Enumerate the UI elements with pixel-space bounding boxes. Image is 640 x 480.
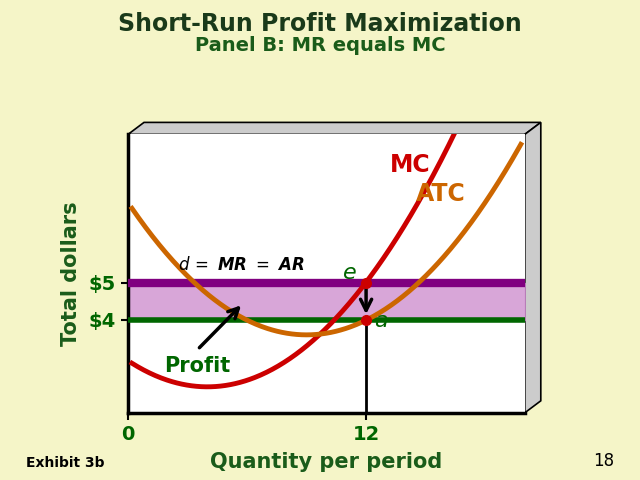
Text: ATC: ATC xyxy=(416,182,465,206)
X-axis label: Quantity per period: Quantity per period xyxy=(211,452,442,472)
Text: Panel B: MR equals MC: Panel B: MR equals MC xyxy=(195,36,445,55)
Y-axis label: Total dollars: Total dollars xyxy=(61,201,81,346)
Text: $d\,=$ MR $=$ AR: $d\,=$ MR $=$ AR xyxy=(178,256,305,274)
Text: Profit: Profit xyxy=(164,356,230,376)
Text: 18: 18 xyxy=(593,452,614,470)
Text: $e$: $e$ xyxy=(342,263,357,283)
Text: $a$: $a$ xyxy=(374,312,388,331)
Text: Short-Run Profit Maximization: Short-Run Profit Maximization xyxy=(118,12,522,36)
Text: Exhibit 3b: Exhibit 3b xyxy=(26,456,104,470)
Text: MC: MC xyxy=(390,153,431,177)
